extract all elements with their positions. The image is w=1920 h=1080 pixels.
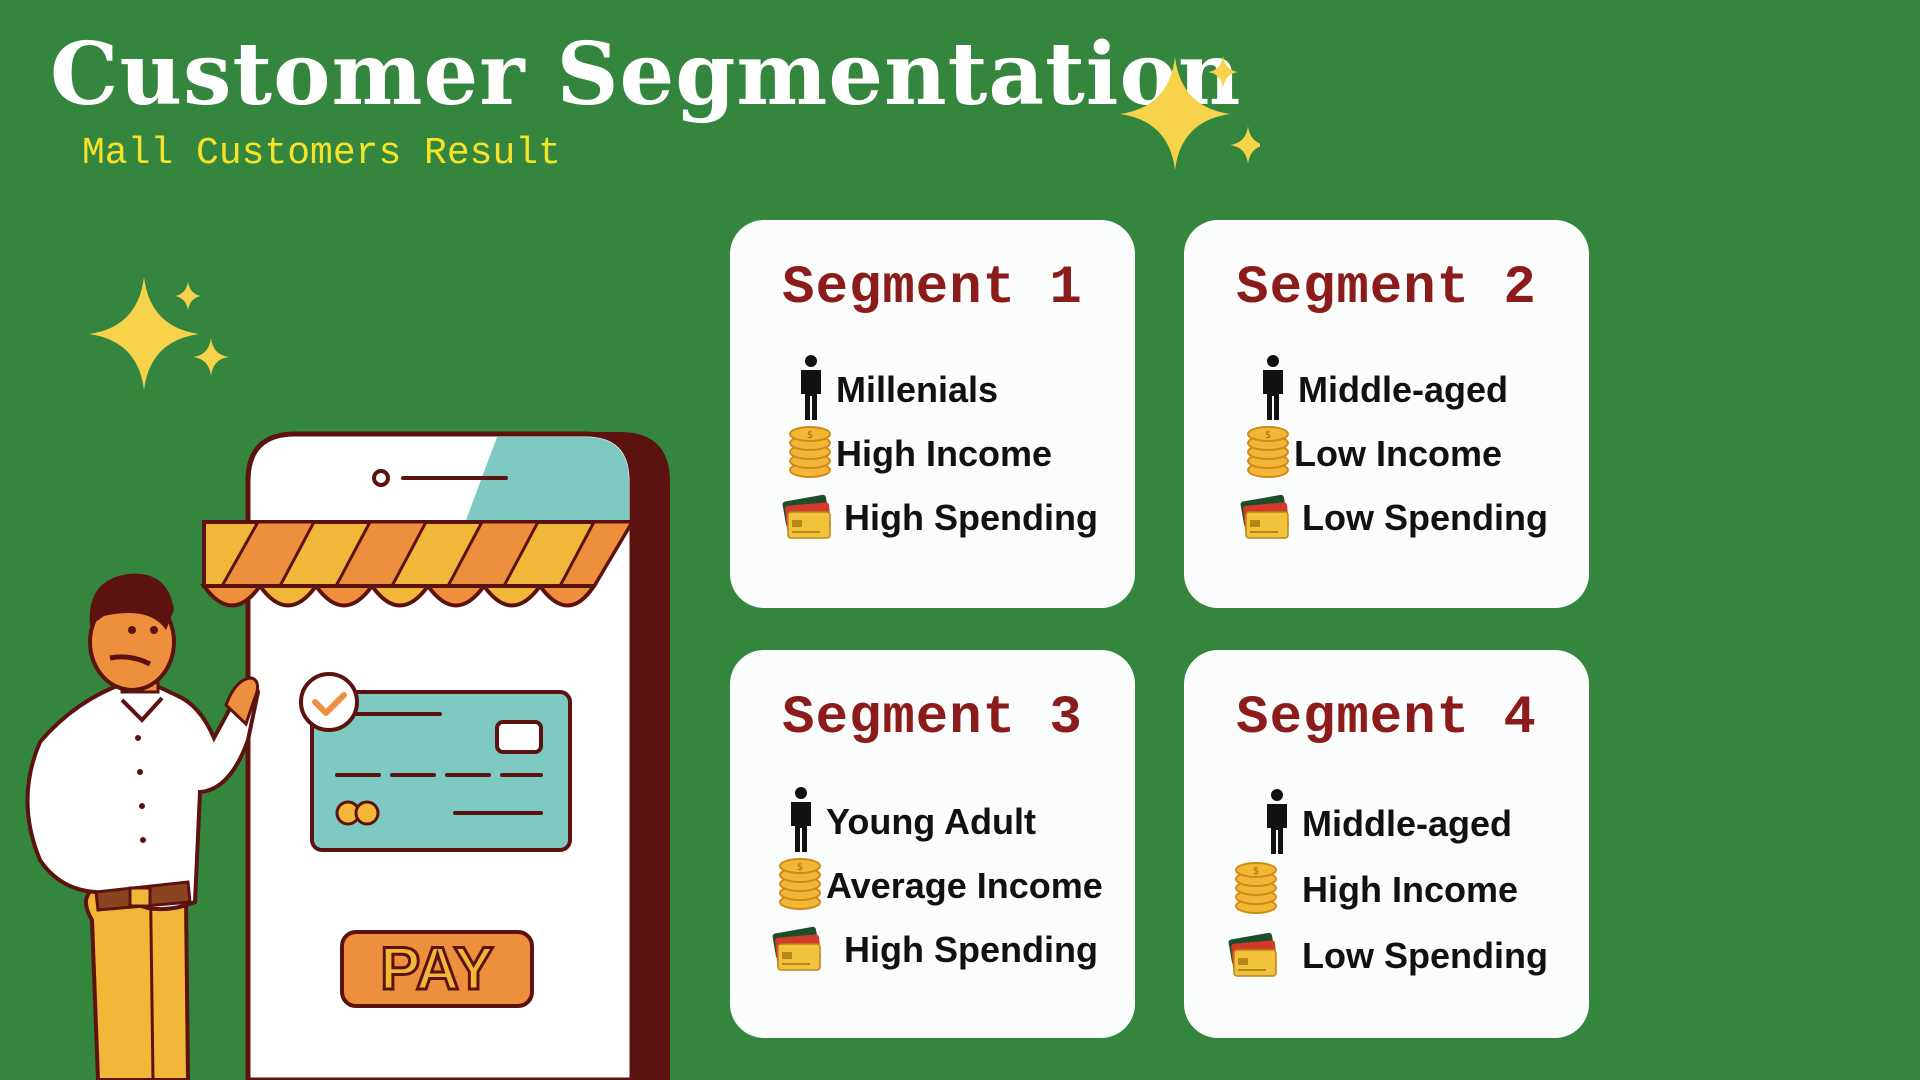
svg-text:$: $ bbox=[797, 862, 803, 873]
segment-age-row: Millenials bbox=[801, 355, 999, 420]
coin-stack-icon: $ bbox=[1235, 862, 1277, 914]
segment-age-label: Millenials bbox=[836, 369, 999, 410]
segment-title: Segment 3 bbox=[782, 688, 1083, 749]
segment-title: Segment 1 bbox=[782, 258, 1083, 319]
segment-age-row: Young Adult bbox=[791, 787, 1036, 852]
segment-card-1: Segment 1 Millenials $ High Income High … bbox=[730, 220, 1135, 608]
segment-age-label: Middle-aged bbox=[1302, 803, 1513, 844]
svg-text:$: $ bbox=[807, 430, 813, 441]
segment-income-label: High Income bbox=[1302, 869, 1519, 910]
segment-spending-row: Low Spending bbox=[1238, 488, 1548, 548]
segment-income-label: Average Income bbox=[826, 865, 1103, 906]
person-icon bbox=[1263, 355, 1283, 420]
segment-card-4: Segment 4 Middle-aged $ High Income Low … bbox=[1184, 650, 1589, 1038]
pay-button: PAY bbox=[379, 934, 495, 1004]
segment-spending-label: Low Spending bbox=[1302, 497, 1548, 538]
person-icon bbox=[801, 355, 821, 420]
segment-spending-label: Low Spending bbox=[1302, 935, 1548, 976]
person-icon bbox=[1267, 789, 1287, 854]
segment-spending-row: High Spending bbox=[780, 488, 1098, 548]
segment-spending-row: High Spending bbox=[770, 920, 1098, 980]
segment-income-label: Low Income bbox=[1294, 433, 1503, 474]
page-title: Customer Segmentation bbox=[50, 24, 1242, 125]
phone-shop-illustration bbox=[25, 431, 670, 1080]
sparkle-icon bbox=[89, 277, 229, 390]
credit-cards-icon bbox=[1228, 932, 1277, 977]
segment-card-2: Segment 2 Middle-aged $ Low Income Low S… bbox=[1184, 220, 1589, 608]
segment-income-row: $ Low Income bbox=[1246, 424, 1502, 484]
credit-cards-icon bbox=[1240, 494, 1289, 539]
svg-text:$: $ bbox=[1265, 430, 1271, 441]
svg-text:$: $ bbox=[1253, 866, 1259, 877]
segment-income-row: $ Average Income bbox=[778, 856, 1103, 916]
coin-stack-icon: $ bbox=[789, 426, 831, 478]
coin-stack-icon: $ bbox=[1247, 426, 1289, 478]
credit-cards-icon bbox=[782, 494, 831, 539]
segment-spending-label: High Spending bbox=[844, 929, 1098, 970]
person-icon bbox=[791, 787, 811, 852]
credit-cards-icon bbox=[772, 926, 821, 971]
page-subtitle: Mall Customers Result bbox=[82, 132, 561, 175]
segment-title: Segment 2 bbox=[1236, 258, 1537, 319]
segment-age-label: Middle-aged bbox=[1298, 369, 1509, 410]
segment-spending-row: Low Spending bbox=[1226, 926, 1548, 986]
segment-spending-label: High Spending bbox=[844, 497, 1098, 538]
segment-age-row: Middle-aged bbox=[1267, 789, 1513, 854]
segment-age-label: Young Adult bbox=[826, 801, 1036, 842]
segment-income-row: $ High Income bbox=[1234, 860, 1518, 920]
sparkle-icon bbox=[1120, 56, 1260, 170]
segment-card-3: Segment 3 Young Adult $ Average Income H… bbox=[730, 650, 1135, 1038]
coin-stack-icon: $ bbox=[779, 858, 821, 910]
segment-income-row: $ High Income bbox=[788, 424, 1052, 484]
segment-age-row: Middle-aged bbox=[1263, 355, 1509, 420]
segment-income-label: High Income bbox=[836, 433, 1053, 474]
segment-title: Segment 4 bbox=[1236, 688, 1537, 749]
